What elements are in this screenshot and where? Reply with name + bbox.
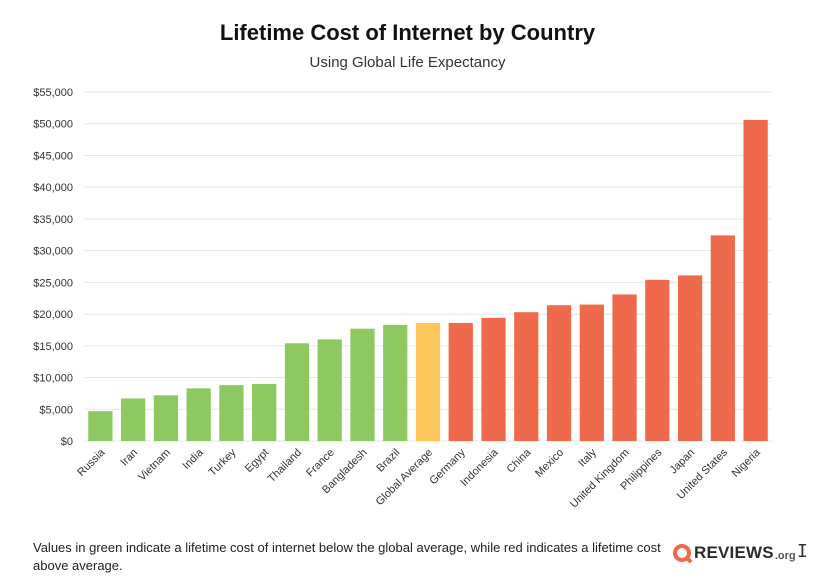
bar-turkey[interactable]	[219, 385, 244, 441]
x-tick-label: Vietnam	[136, 447, 173, 484]
y-tick-label: $40,000	[33, 182, 73, 194]
y-tick-label: $30,000	[33, 246, 73, 258]
x-tick-label: Thailand	[266, 447, 304, 485]
x-tick-label: China	[505, 446, 534, 475]
bar-brazil[interactable]	[383, 324, 408, 441]
magnifier-q-icon	[673, 544, 691, 562]
x-tick-label: Nigeria	[730, 446, 764, 480]
bar-mexico[interactable]	[546, 305, 572, 441]
bar-russia[interactable]	[88, 411, 113, 441]
bar-nigeria[interactable]	[743, 119, 768, 442]
bar-thailand[interactable]	[284, 343, 310, 441]
y-tick-label: $5,000	[39, 404, 73, 416]
bar-italy[interactable]	[579, 304, 604, 441]
bar-indonesia[interactable]	[481, 317, 506, 441]
y-tick-label: $50,000	[33, 119, 73, 131]
bar-france[interactable]	[317, 339, 342, 441]
x-tick-label: India	[180, 446, 206, 472]
bar-united-kingdom[interactable]	[612, 294, 637, 441]
bars	[88, 119, 768, 442]
y-tick-label: $20,000	[33, 309, 73, 321]
bar-vietnam[interactable]	[153, 395, 179, 441]
x-tick-label: Italy	[576, 446, 599, 469]
bar-united-states[interactable]	[710, 235, 735, 441]
y-tick-label: $55,000	[33, 87, 73, 99]
logo-suffix: .org	[774, 549, 796, 562]
bar-philippines[interactable]	[645, 279, 670, 441]
x-tick-label: Japan	[668, 447, 698, 477]
y-tick-label: $10,000	[33, 373, 73, 385]
x-tick-label: Russia	[75, 446, 108, 479]
y-tick-label: $35,000	[33, 214, 73, 226]
chart-subtitle: Using Global Life Expectancy	[309, 54, 506, 71]
y-axis-ticks: $0 $5,000 $10,000 $15,000 $20,000 $25,000 $30,…	[33, 87, 73, 448]
chart-title: Lifetime Cost of Internet by Country	[219, 20, 596, 45]
x-tick-label: Egypt	[243, 447, 271, 475]
y-tick-label: $45,000	[33, 150, 73, 162]
logo-text: REVIEWS	[694, 543, 774, 562]
x-tick-label: Mexico	[533, 447, 566, 480]
bar-india[interactable]	[186, 388, 211, 441]
x-tick-label: Turkey	[207, 446, 239, 478]
bar-iran[interactable]	[121, 398, 146, 441]
y-tick-label: $0	[61, 436, 73, 448]
text-cursor-icon: I	[797, 541, 808, 562]
x-tick-label: Iran	[118, 447, 140, 469]
chart-caption: Values in green indicate a lifetime cost…	[33, 540, 661, 573]
bar-bangladesh[interactable]	[350, 328, 375, 441]
bar-china[interactable]	[514, 312, 539, 441]
x-tick-label: United Kingdom	[568, 447, 632, 511]
bar-germany[interactable]	[448, 322, 473, 441]
bar-global-average[interactable]	[415, 322, 441, 441]
bar-japan[interactable]	[677, 275, 703, 441]
x-tick-label: Brazil	[374, 447, 402, 475]
reviews-logo[interactable]: REVIEWS .org	[673, 540, 796, 566]
x-tick-label: Global Average	[374, 447, 436, 509]
bar-egypt[interactable]	[252, 383, 277, 441]
y-tick-label: $15,000	[33, 341, 73, 353]
y-tick-label: $25,000	[33, 277, 73, 289]
